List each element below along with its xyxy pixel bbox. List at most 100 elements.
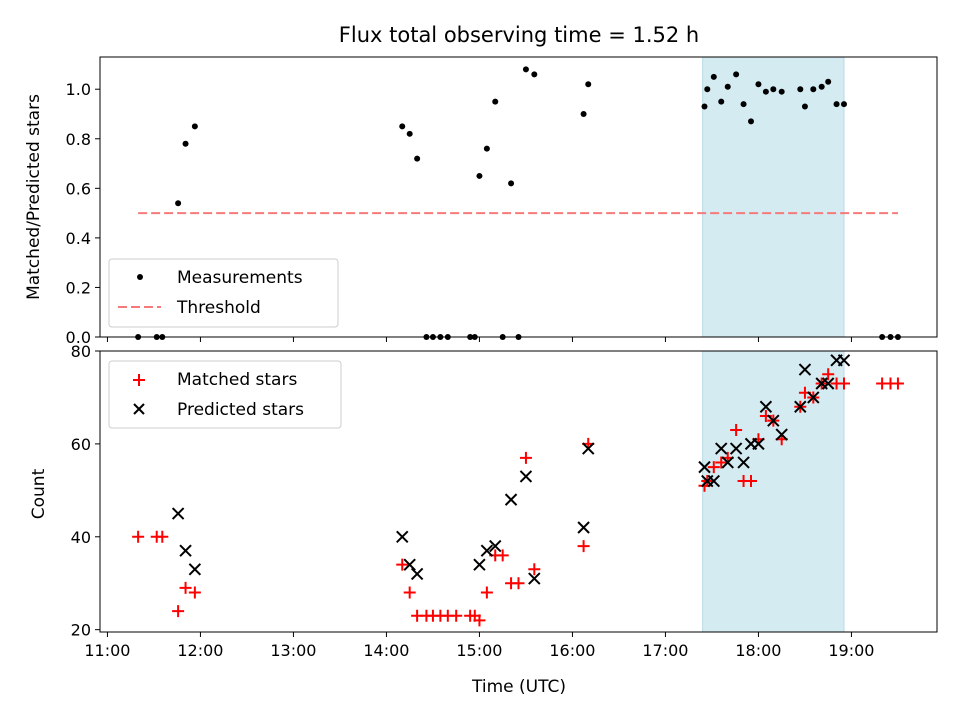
predicted-point (480, 544, 494, 557)
matched-point (188, 586, 201, 599)
measurement-point (801, 103, 808, 110)
measurement-point (733, 71, 740, 78)
measurement-point (406, 130, 413, 137)
bottom-xtick-label: 16:00 (549, 641, 595, 660)
bottom-ytick-label: 80 (71, 342, 91, 361)
predicted-point (504, 493, 518, 506)
predicted-point (403, 558, 416, 571)
top-legend: Measurements Threshold (108, 258, 339, 328)
predicted-point (807, 391, 820, 404)
bottom-ticks: 20 40 60 80 11:00 12:00 13:00 14:00 15:00 16:00 17… (71, 342, 875, 660)
matched-point (132, 530, 145, 543)
measurement-point (797, 86, 804, 93)
matched-point (519, 451, 532, 464)
predicted-point (171, 507, 185, 520)
matched-point (156, 530, 169, 543)
measurement-point (724, 83, 731, 90)
top-measurements (135, 66, 901, 340)
bottom-ytick-label: 20 (71, 621, 91, 640)
bottom-xtick-label: 19:00 (828, 641, 874, 660)
matched-point (730, 423, 743, 436)
predicted-point (837, 354, 851, 367)
predicted-point (698, 460, 711, 474)
measurement-point (818, 83, 825, 90)
measurement-point (580, 110, 587, 117)
legend-threshold-label: Threshold (176, 298, 261, 318)
legend-predicted-label: Predicted stars (177, 400, 304, 420)
predicted-point (396, 530, 409, 543)
top-ytick-label: 1.0 (66, 80, 91, 99)
top-ytick-label: 0.2 (66, 278, 91, 297)
bottom-legend-box (108, 360, 342, 429)
bottom-xtick-label: 15:00 (456, 641, 502, 660)
measurement-point (492, 98, 499, 105)
bottom-ylabel: Count (29, 468, 49, 519)
predicted-point (528, 572, 541, 585)
measurement-point (585, 81, 592, 88)
measurement-point (414, 155, 421, 162)
bottom-legend: Matched stars Predicted stars (108, 360, 342, 429)
measurement-point (740, 101, 747, 108)
bottom-xtick-label: 18:00 (735, 641, 781, 660)
top-legend-box (108, 258, 339, 328)
measurement-point (701, 103, 708, 110)
top-ytick-label: 0.8 (66, 130, 91, 149)
predicted-point (715, 442, 728, 455)
matched-point (838, 377, 850, 390)
measurement-point (841, 101, 847, 108)
measurement-point (810, 86, 817, 93)
matched-point (577, 540, 590, 553)
measurement-point (778, 88, 785, 95)
predicted-point (767, 414, 780, 427)
measurement-point (755, 81, 762, 88)
matched-point (707, 461, 720, 474)
matched-point (473, 614, 486, 627)
measurement-point (175, 200, 182, 207)
measurement-point (770, 86, 777, 93)
matched-point (715, 456, 728, 469)
matched-point (745, 475, 757, 488)
predicted-series (171, 354, 851, 585)
top-ytick-label: 0.6 (66, 179, 91, 198)
top-panel: 0.0 0.2 0.4 0.6 0.8 1.0 Matched/Predicted sta… (24, 56, 938, 347)
legend-matched-marker (133, 374, 145, 386)
matched-point (396, 558, 409, 571)
bottom-xtick-label: 17:00 (642, 641, 688, 660)
top-axes-frame (99, 56, 938, 338)
matched-point (528, 563, 541, 576)
bottom-xtick-label: 13:00 (270, 641, 316, 660)
legend-matched-label: Matched stars (177, 370, 297, 390)
top-ytick-label: 0.4 (66, 229, 91, 248)
predicted-point (577, 521, 590, 534)
legend-measurements-marker (137, 274, 143, 280)
predicted-point (489, 539, 502, 553)
measurement-point (182, 140, 189, 147)
predicted-point (707, 474, 721, 488)
matched-point (179, 581, 192, 594)
matched-point (496, 549, 509, 562)
measurement-point (191, 123, 198, 130)
predicted-point (737, 456, 750, 469)
bottom-xlabel: Time (UTC) (471, 677, 566, 697)
predicted-point (729, 442, 743, 455)
predicted-point (582, 442, 595, 455)
measurement-point (825, 78, 832, 85)
predicted-point (188, 563, 202, 576)
predicted-point (775, 428, 788, 441)
predicted-point (721, 456, 734, 469)
top-ylabel: Matched/Predicted stars (24, 94, 44, 300)
predicted-point (519, 470, 533, 483)
matched-point (512, 577, 525, 590)
measurement-point (483, 145, 490, 152)
bottom-xtick-label: 11:00 (84, 641, 130, 660)
predicted-point (759, 400, 773, 413)
bottom-ytick-label: 40 (71, 528, 91, 547)
bottom-axes-frame (99, 350, 938, 633)
measurement-point (399, 123, 406, 130)
measurement-point (476, 172, 483, 179)
bottom-panel: 20 40 60 80 11:00 12:00 13:00 14:00 15:00 16:00 17… (29, 342, 938, 697)
matched-point (822, 368, 835, 381)
matched-point (450, 609, 463, 622)
predicted-point (821, 377, 835, 390)
